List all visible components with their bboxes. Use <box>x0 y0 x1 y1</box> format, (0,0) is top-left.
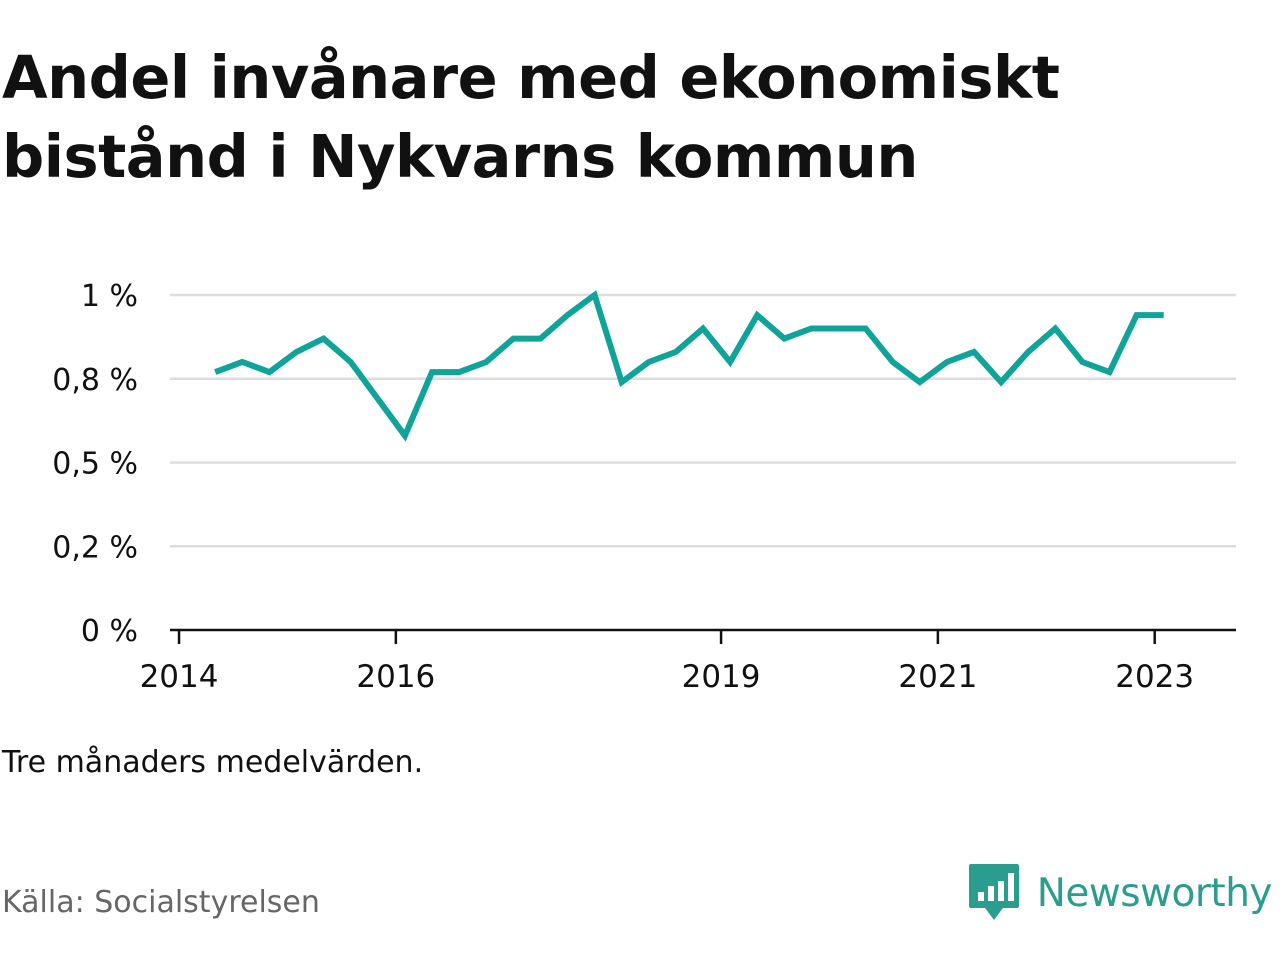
brand-logo: Newsworthy <box>967 862 1273 924</box>
x-tick-label: 2019 <box>682 659 761 695</box>
x-tick-label: 2021 <box>898 659 977 695</box>
series-line <box>214 290 1164 442</box>
source-credit: Källa: Socialstyrelsen <box>2 885 320 920</box>
chart-title: Andel invånare med ekonomiskt bistånd i … <box>2 43 1060 191</box>
grid-lines <box>170 293 1236 548</box>
y-tick-label: 0,5 % <box>52 447 138 482</box>
y-tick-label: 1 % <box>81 279 138 314</box>
x-tick-label: 2023 <box>1115 659 1194 695</box>
series-lines <box>214 290 1164 442</box>
y-tick-label: 0,8 % <box>52 363 138 398</box>
y-tick-labels: 0 % 0,2 % 0,5 % 0,8 % 1 % <box>52 279 138 649</box>
bar-chart-speech-bubble-icon <box>968 864 1019 920</box>
x-axis: 2014 2016 2019 2021 2023 <box>140 628 1236 695</box>
y-tick-label: 0 % <box>81 614 138 649</box>
y-tick-label: 0,2 % <box>52 530 138 565</box>
chart-note: Tre månaders medelvärden. <box>2 745 424 780</box>
x-tick-label: 2016 <box>356 659 435 695</box>
brand-name: Newsworthy <box>1036 870 1273 916</box>
x-tick-label: 2014 <box>140 659 219 695</box>
